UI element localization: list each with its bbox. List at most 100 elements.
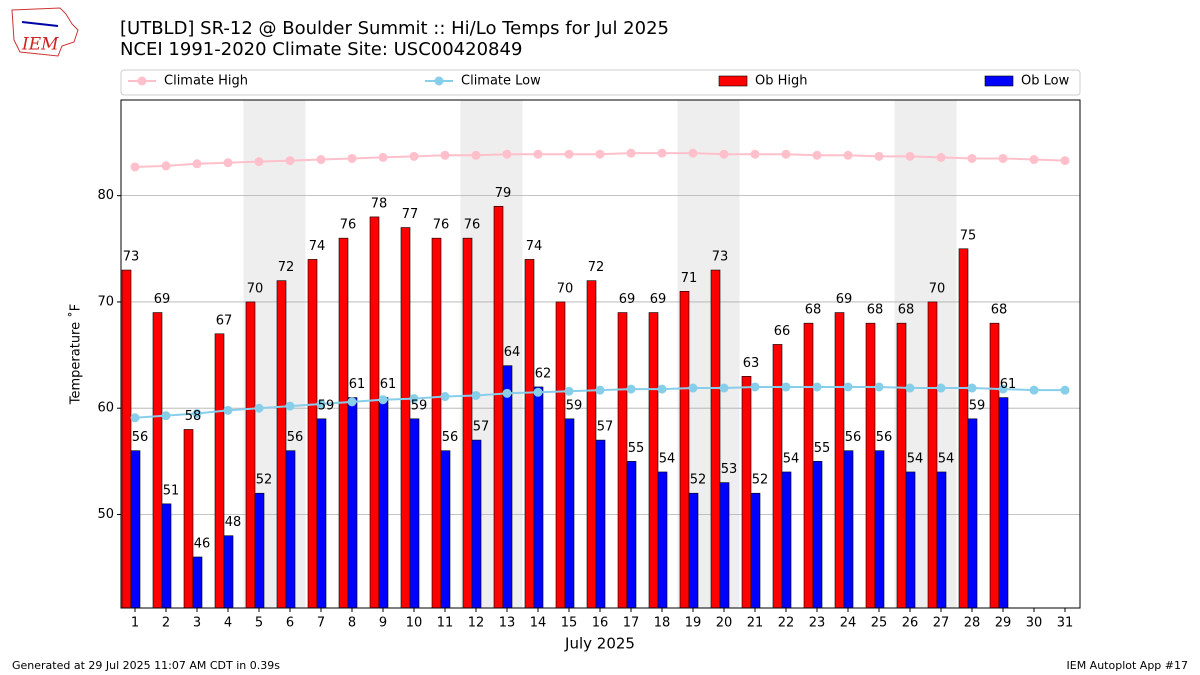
x-tick-label: 5 (255, 616, 263, 631)
value-label: 69 (836, 292, 853, 307)
value-label: 68 (867, 303, 884, 318)
line-point (626, 384, 636, 394)
line-point (409, 151, 419, 161)
bar (896, 322, 907, 609)
x-tick-label: 9 (379, 616, 387, 631)
value-label: 59 (318, 398, 335, 413)
line-point (533, 149, 543, 159)
bar (214, 333, 225, 609)
line-point (471, 150, 481, 160)
line-point (657, 148, 667, 158)
bar (431, 237, 442, 609)
value-label: 52 (256, 473, 273, 488)
bar (617, 312, 628, 609)
line-point (347, 397, 357, 407)
x-tick-label: 19 (685, 616, 702, 631)
bar (710, 269, 721, 609)
value-label: 76 (464, 218, 481, 233)
value-label: 54 (783, 451, 800, 466)
legend-marker (137, 76, 147, 86)
value-label: 76 (433, 218, 450, 233)
line-point (750, 382, 760, 392)
bar (657, 471, 668, 609)
logo-outline (11, 7, 79, 57)
bar (626, 461, 637, 609)
bar (967, 418, 978, 609)
line-point (626, 148, 636, 158)
value-label: 73 (712, 250, 729, 265)
x-tick-label: 16 (592, 616, 609, 631)
bar (161, 503, 172, 609)
line-point (1060, 156, 1070, 166)
line-point (812, 382, 822, 392)
x-tick-label: 20 (716, 616, 733, 631)
value-label: 62 (535, 366, 552, 381)
line-point (812, 150, 822, 160)
bar (285, 450, 296, 609)
line-point (688, 148, 698, 158)
bar (378, 397, 389, 609)
bar (834, 312, 845, 609)
value-label: 51 (163, 483, 180, 498)
logo: IEM (11, 7, 79, 57)
bar (409, 418, 420, 609)
x-tick-label: 29 (995, 616, 1012, 631)
line-point (564, 149, 574, 159)
value-label: 71 (681, 271, 698, 286)
line-point (719, 149, 729, 159)
line-point (595, 149, 605, 159)
bar (874, 450, 885, 609)
x-tick-label: 10 (406, 616, 423, 631)
chart-title: [UTBLD] SR-12 @ Boulder Summit :: Hi/Lo … (120, 18, 669, 39)
line-point (936, 152, 946, 162)
line-point (1029, 385, 1039, 395)
x-tick-label: 25 (871, 616, 888, 631)
bar (679, 290, 690, 609)
legend-label: Ob Low (1021, 74, 1070, 89)
legend-label: Climate High (164, 74, 248, 89)
bar (462, 237, 473, 609)
line-point (595, 385, 605, 395)
line-point (502, 388, 512, 398)
x-tick-label: 8 (348, 616, 356, 631)
line-point (192, 409, 202, 419)
value-label: 57 (473, 420, 490, 435)
x-tick-label: 17 (623, 616, 640, 631)
bar (440, 450, 451, 609)
logo-text: IEM (21, 35, 59, 55)
value-label: 52 (752, 473, 769, 488)
line-point (967, 153, 977, 163)
line-point (130, 162, 140, 172)
bar (564, 418, 575, 609)
line-point (905, 151, 915, 161)
x-tick-label: 21 (747, 616, 764, 631)
line-point (564, 386, 574, 396)
legend-marker (434, 76, 444, 86)
bar (772, 344, 783, 609)
bar (347, 397, 358, 609)
value-label: 72 (588, 260, 605, 275)
bar (254, 492, 265, 609)
bar (812, 461, 823, 609)
line-point (223, 405, 233, 415)
value-label: 73 (123, 250, 140, 265)
legend-swatch (718, 75, 748, 87)
bar (936, 471, 947, 609)
line-point (254, 157, 264, 167)
y-tick-label: 60 (97, 401, 114, 416)
bar (958, 248, 969, 609)
x-tick-label: 3 (193, 616, 201, 631)
line-point (874, 151, 884, 161)
bar (648, 312, 659, 609)
bar (493, 205, 504, 609)
line-point (781, 149, 791, 159)
bar (121, 269, 132, 609)
line-point (998, 153, 1008, 163)
x-tick-label: 1 (131, 616, 139, 631)
x-tick-label: 7 (317, 616, 325, 631)
y-tick-label: 50 (97, 507, 114, 522)
chart-subtitle: NCEI 1991-2020 Climate Site: USC00420849 (120, 39, 522, 60)
x-tick-label: 30 (1026, 616, 1043, 631)
y-tick-label: 70 (97, 294, 114, 309)
line-point (905, 383, 915, 393)
